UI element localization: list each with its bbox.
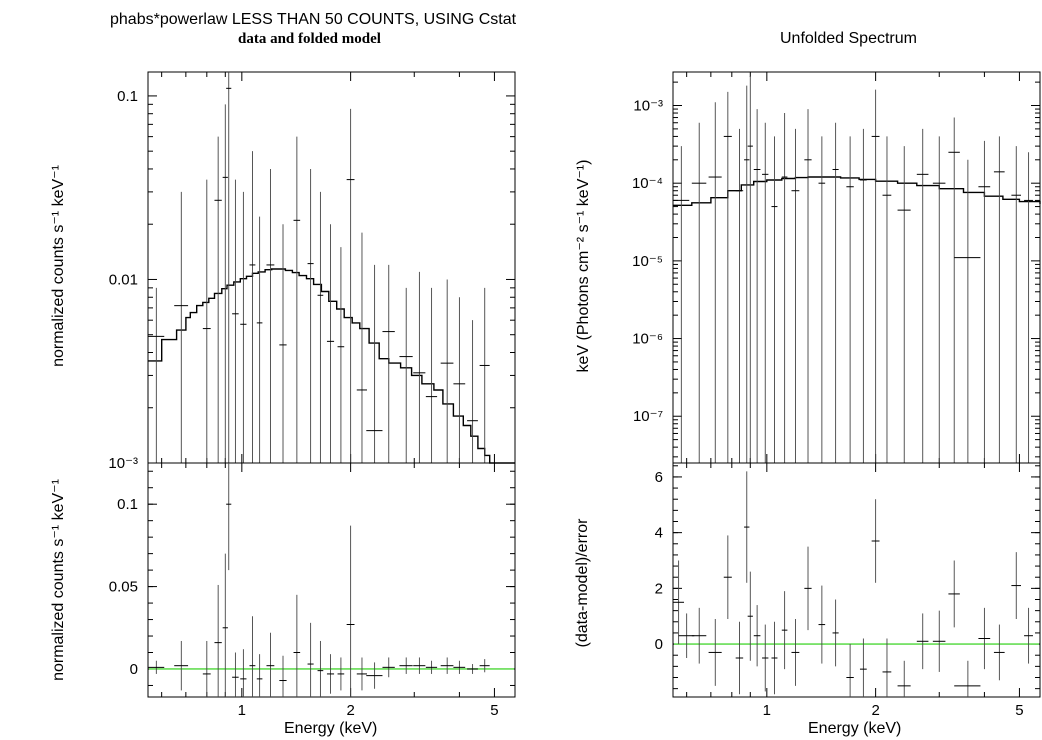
y-tick-label: 0.1 bbox=[117, 88, 138, 105]
y-tick-label: 0.01 bbox=[109, 271, 138, 288]
panel-right-residual: 1 2 5 0 2 4 6 bbox=[655, 462, 1041, 719]
y-tick-label: 0.1 bbox=[117, 496, 138, 513]
model-step-line bbox=[148, 268, 515, 464]
plot-frame bbox=[147, 462, 516, 698]
right-xlabel: Energy (keV) bbox=[808, 720, 902, 737]
y-tick-label: 6 bbox=[655, 469, 663, 486]
plot-frame bbox=[672, 462, 1041, 698]
panel-left-residual: 1 2 5 0 0.05 0.1 bbox=[109, 462, 516, 719]
x-tick-label: 2 bbox=[871, 702, 879, 719]
left-sub-title: data and folded model bbox=[238, 31, 381, 47]
y-tick-label: 10⁻³ bbox=[108, 455, 138, 472]
y-tick-label: 10⁻⁶ bbox=[632, 331, 663, 348]
x-tick-label: 1 bbox=[763, 702, 771, 719]
left-xlabel: Energy (keV) bbox=[284, 720, 378, 737]
x-tick-label: 2 bbox=[346, 702, 354, 719]
y-tick-label: 10⁻⁷ bbox=[633, 408, 663, 425]
panel-folded: 10⁻³ 0.01 0.1 bbox=[108, 71, 516, 472]
left-top-ylabel: normalized counts s⁻¹ keV⁻¹ bbox=[50, 165, 67, 367]
right-bottom-ylabel: (data-model)/error bbox=[574, 518, 591, 648]
left-bottom-ylabel: normalized counts s⁻¹ keV⁻¹ bbox=[50, 479, 67, 681]
right-main-title: Unfolded Spectrum bbox=[780, 30, 917, 47]
y-tick-label: 10⁻³ bbox=[633, 98, 663, 115]
plot-frame bbox=[147, 71, 516, 464]
y-tick-label: 2 bbox=[655, 580, 663, 597]
x-tick-label: 1 bbox=[238, 702, 246, 719]
x-tick-label: 5 bbox=[490, 702, 498, 719]
y-tick-label: 10⁻⁵ bbox=[632, 253, 663, 270]
y-tick-label: 0.05 bbox=[109, 579, 138, 596]
y-tick-label: 0 bbox=[130, 661, 138, 678]
y-tick-label: 4 bbox=[655, 525, 663, 542]
y-tick-label: 10⁻⁴ bbox=[632, 175, 663, 192]
right-top-ylabel: keV (Photons cm⁻² s⁻¹ keV⁻¹) bbox=[575, 159, 592, 373]
left-main-title: phabs*powerlaw LESS THAN 50 COUNTS, USIN… bbox=[110, 11, 517, 28]
panel-unfolded: 10⁻⁷ 10⁻⁶ 10⁻⁵ 10⁻⁴ 10⁻³ bbox=[632, 71, 1041, 464]
x-tick-label: 5 bbox=[1015, 702, 1023, 719]
y-tick-label: 0 bbox=[655, 636, 663, 653]
